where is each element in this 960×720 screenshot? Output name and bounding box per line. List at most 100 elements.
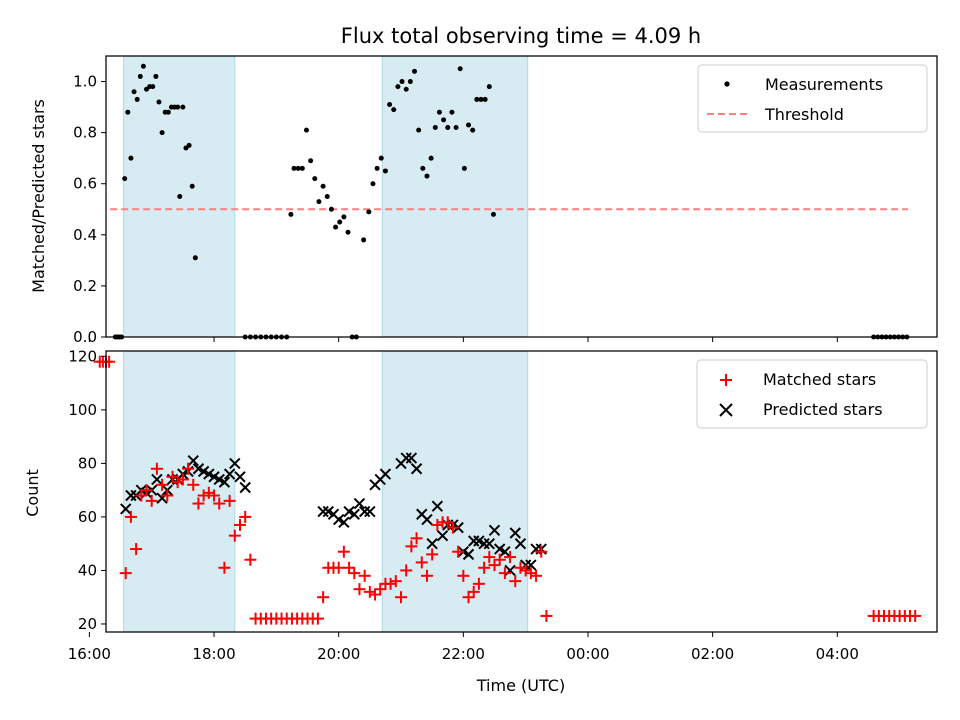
matched-star-point — [337, 545, 350, 558]
matched-star-point — [426, 548, 439, 561]
legend-predicted-label: Predicted stars — [763, 400, 883, 419]
predicted-star-point — [478, 537, 490, 550]
matched-star-point — [353, 583, 366, 596]
bottom-y-ticks: 20 40 60 80 100 120 — [68, 347, 106, 633]
matched-star-point — [363, 585, 376, 598]
legend-matched-marker — [720, 374, 732, 386]
matched-star-point — [150, 462, 163, 475]
count-points — [93, 355, 922, 625]
measurement-point — [159, 130, 165, 136]
predicted-star-point — [410, 463, 423, 475]
matched-star-point — [488, 559, 501, 572]
matched-star-point — [197, 489, 210, 502]
predicted-star-point — [234, 471, 246, 483]
bottom-legend: Matched stars Predicted stars — [696, 359, 928, 429]
measurement-point — [140, 63, 146, 69]
measurement-point — [312, 176, 318, 182]
matched-star-point — [213, 497, 226, 510]
measurement-point — [345, 229, 351, 235]
measurement-point — [441, 117, 447, 123]
predicted-star-point — [338, 516, 350, 528]
measurement-point — [478, 96, 484, 102]
matched-star-point — [317, 591, 330, 604]
matched-star-point — [244, 553, 257, 566]
matched-star-point — [540, 609, 553, 622]
measurement-point — [125, 109, 131, 115]
predicted-star-point — [358, 505, 371, 518]
measurement-point — [324, 194, 330, 199]
chart-title: Flux total observing time = 4.09 h — [341, 24, 701, 48]
measurement-point — [175, 104, 181, 110]
predicted-star-point — [120, 503, 132, 515]
top-x-ticks — [88, 337, 838, 342]
top-axes-frame — [105, 55, 938, 338]
matched-star-point — [441, 516, 454, 529]
matched-star-point — [161, 489, 174, 502]
matched-star-point — [239, 510, 252, 523]
matched-star-point — [182, 462, 195, 475]
matched-star-point — [530, 569, 543, 582]
matched-star-point — [119, 567, 132, 580]
y-tick-label: 0.8 — [73, 124, 97, 142]
measurement-point — [361, 237, 367, 243]
x-tick-label: 04:00 — [816, 645, 859, 663]
matched-star-point — [452, 545, 465, 558]
measurement-point — [333, 224, 339, 230]
matched-star-point — [156, 478, 169, 491]
predicted-star-point — [514, 537, 527, 550]
predicted-star-point — [483, 537, 496, 550]
measurement-point — [299, 165, 305, 171]
matched-star-point — [218, 561, 231, 574]
top-panel: 0.0 0.2 0.4 0.6 0.8 1.0 Matched/Predicted sta… — [29, 55, 938, 346]
predicted-star-point — [421, 513, 433, 526]
matched-star-point — [384, 577, 397, 590]
measurement-point — [337, 219, 343, 225]
measurement-point — [407, 79, 413, 85]
bottom-panel: 20 40 60 80 100 120 16:00 18:00 20:00 22:00 00:00… — [23, 347, 938, 695]
y-tick-label: 100 — [68, 401, 97, 419]
measurement-point — [192, 255, 198, 261]
legend-measurements-marker — [724, 81, 730, 87]
matched-star-point — [130, 543, 143, 556]
matched-star-point — [192, 497, 205, 510]
predicted-star-point — [499, 546, 511, 558]
measurement-point — [165, 109, 171, 115]
measurement-point — [177, 194, 183, 199]
legend-measurements-label: Measurements — [765, 75, 883, 94]
predicted-star-point — [379, 468, 392, 480]
measurement-point — [366, 209, 372, 215]
matched-star-point — [493, 553, 506, 566]
matched-star-point — [478, 561, 491, 574]
matched-star-point — [467, 585, 480, 598]
matched-star-point — [140, 484, 153, 497]
matched-star-point — [446, 521, 459, 534]
measurement-point — [453, 125, 459, 131]
predicted-star-point — [488, 524, 501, 537]
measurement-point — [134, 96, 140, 102]
bottom-axes-frame — [105, 350, 938, 633]
measurement-point — [432, 125, 438, 131]
predicted-star-point — [151, 473, 163, 486]
predicted-star-point — [405, 452, 418, 464]
shaded-interval — [381, 55, 529, 338]
legend-matched-label: Matched stars — [763, 370, 876, 389]
matched-star-point — [519, 564, 532, 577]
matched-star-point — [343, 561, 356, 574]
y-tick-label: 20 — [78, 615, 97, 633]
y-tick-label: 0.6 — [73, 175, 97, 193]
measurement-point — [466, 122, 472, 128]
matched-star-point — [420, 569, 433, 582]
matched-star-point — [187, 478, 200, 491]
top-y-axis-label: Matched/Predicted stars — [29, 99, 48, 293]
measurement-points — [112, 63, 910, 340]
measurement-point — [428, 155, 434, 161]
y-tick-label: 120 — [68, 347, 97, 365]
measurement-point — [308, 158, 314, 164]
measurement-point — [374, 165, 380, 171]
measurement-point — [461, 165, 467, 171]
measurement-point — [303, 127, 309, 133]
measurement-point — [474, 96, 480, 102]
matched-star-point — [405, 540, 418, 553]
top-y-ticks: 0.0 0.2 0.4 0.6 0.8 1.0 — [73, 73, 106, 346]
